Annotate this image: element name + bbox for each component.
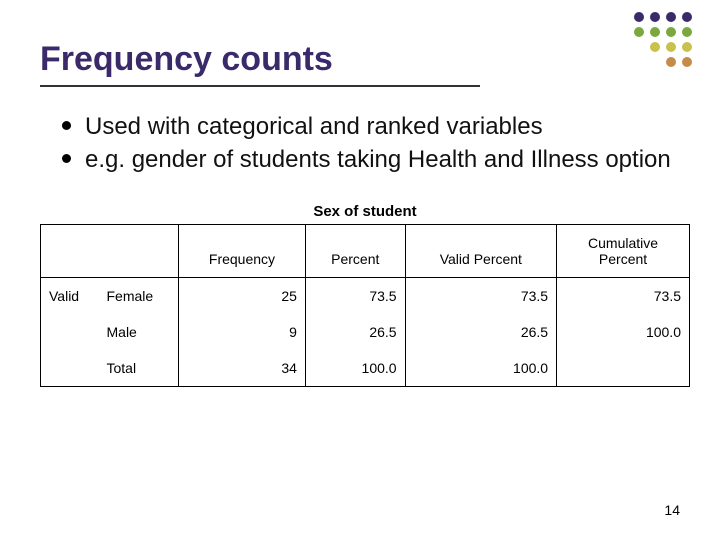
deco-dot: [666, 42, 676, 52]
table-row: Male 9 26.5 26.5 100.0: [41, 314, 690, 350]
slide-title: Frequency counts: [40, 40, 480, 79]
header-blank: [99, 225, 179, 278]
header-blank: [41, 225, 99, 278]
cell-pct: 26.5: [305, 314, 405, 350]
stub-valid: Valid: [41, 278, 99, 315]
bullet-icon: [62, 154, 71, 163]
page-number: 14: [664, 502, 680, 518]
deco-dot: [682, 57, 692, 67]
row-label: Total: [99, 350, 179, 387]
cell-freq: 34: [179, 350, 306, 387]
cell-vpct: 100.0: [405, 350, 557, 387]
table-row: Valid Female 25 73.5 73.5 73.5: [41, 278, 690, 315]
title-container: Frequency counts: [40, 40, 480, 87]
deco-dot: [634, 12, 644, 22]
bullet-item: e.g. gender of students taking Health an…: [62, 144, 680, 175]
bullet-text: e.g. gender of students taking Health an…: [85, 144, 671, 175]
cell-vpct: 26.5: [405, 314, 557, 350]
cell-cpct: 73.5: [557, 278, 690, 315]
deco-dot: [650, 27, 660, 37]
cell-freq: 25: [179, 278, 306, 315]
frequency-table: Frequency Percent Valid Percent Cumulati…: [40, 224, 690, 387]
cell-cpct: [557, 350, 690, 387]
frequency-table-container: Sex of student Frequency Percent Valid P…: [40, 203, 690, 387]
bullet-list: Used with categorical and ranked variabl…: [62, 111, 680, 175]
stub-blank: [41, 314, 99, 350]
deco-dot: [650, 12, 660, 22]
col-header-percent: Percent: [305, 225, 405, 278]
table-header-row: Frequency Percent Valid Percent Cumulati…: [41, 225, 690, 278]
col-header-valid-percent: Valid Percent: [405, 225, 557, 278]
cum-line1: Cumulative: [588, 235, 658, 251]
cell-vpct: 73.5: [405, 278, 557, 315]
deco-dot: [666, 12, 676, 22]
deco-dot: [634, 27, 644, 37]
deco-dot: [682, 12, 692, 22]
bullet-text: Used with categorical and ranked variabl…: [85, 111, 543, 142]
deco-dot: [666, 57, 676, 67]
deco-dot: [682, 42, 692, 52]
deco-dot: [682, 27, 692, 37]
row-label: Female: [99, 278, 179, 315]
bullet-item: Used with categorical and ranked variabl…: [62, 111, 680, 142]
deco-dot: [666, 27, 676, 37]
cell-pct: 73.5: [305, 278, 405, 315]
cell-pct: 100.0: [305, 350, 405, 387]
deco-dot: [650, 42, 660, 52]
col-header-frequency: Frequency: [179, 225, 306, 278]
col-header-cum-percent: CumulativePercent: [557, 225, 690, 278]
table-caption: Sex of student: [40, 203, 690, 220]
cell-freq: 9: [179, 314, 306, 350]
slide: Frequency counts Used with categorical a…: [0, 0, 720, 540]
cell-cpct: 100.0: [557, 314, 690, 350]
bullet-icon: [62, 121, 71, 130]
corner-decoration: [634, 12, 692, 72]
stub-blank: [41, 350, 99, 387]
cum-line2: Percent: [599, 251, 647, 267]
table-row: Total 34 100.0 100.0: [41, 350, 690, 387]
row-label: Male: [99, 314, 179, 350]
